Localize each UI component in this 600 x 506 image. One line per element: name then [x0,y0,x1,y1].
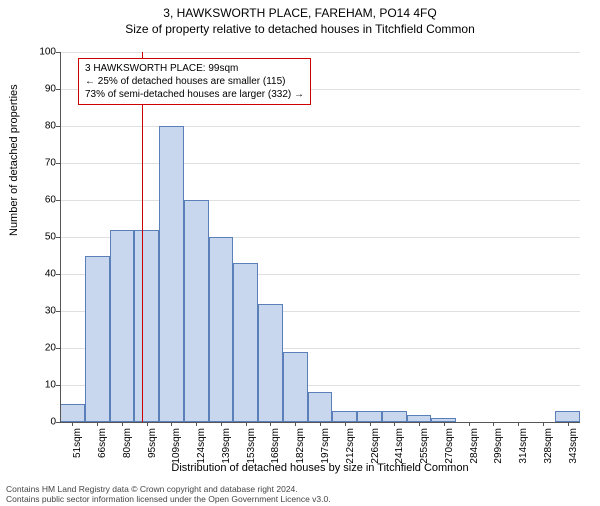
histogram-bar [233,263,258,422]
info-line-1: 3 HAWKSWORTH PLACE: 99sqm [85,62,304,75]
gridline [60,200,580,201]
histogram-bar [357,411,382,422]
histogram-bar [258,304,283,422]
page-subtitle: Size of property relative to detached ho… [0,22,600,36]
histogram-bar [407,415,432,422]
histogram-bar [382,411,407,422]
info-box: 3 HAWKSWORTH PLACE: 99sqm ← 25% of detac… [78,58,311,105]
y-tick-label: 20 [32,343,56,354]
histogram-bar [110,230,135,422]
y-tick-label: 80 [32,121,56,132]
footer-line-1: Contains HM Land Registry data © Crown c… [6,484,331,494]
histogram-bar [134,230,159,422]
histogram-bar [60,404,85,423]
histogram-bar [555,411,580,422]
y-tick-label: 40 [32,269,56,280]
gridline [60,163,580,164]
x-axis [60,422,580,423]
y-tick-label: 70 [32,158,56,169]
y-axis [60,52,61,422]
y-tick-label: 0 [32,417,56,428]
histogram-bar [85,256,110,423]
x-axis-label: Distribution of detached houses by size … [60,462,580,474]
gridline [60,126,580,127]
y-tick-label: 90 [32,84,56,95]
gridline [60,52,580,53]
histogram-bar [308,392,333,422]
footer-line-2: Contains public sector information licen… [6,494,331,504]
info-line-2: ← 25% of detached houses are smaller (11… [85,75,304,88]
y-tick-label: 10 [32,380,56,391]
histogram-plot: 010203040506070809010051sqm66sqm80sqm95s… [60,52,580,422]
y-tick-label: 100 [32,47,56,58]
histogram-bar [332,411,357,422]
page-title: 3, HAWKSWORTH PLACE, FAREHAM, PO14 4FQ [0,6,600,20]
y-tick-label: 50 [32,232,56,243]
y-tick-label: 30 [32,306,56,317]
histogram-bar [283,352,308,422]
chart-area: 010203040506070809010051sqm66sqm80sqm95s… [60,52,580,422]
info-line-3: 73% of semi-detached houses are larger (… [85,88,304,101]
histogram-bar [184,200,209,422]
property-marker-line [142,52,143,422]
y-tick-label: 60 [32,195,56,206]
y-axis-label: Number of detached properties [8,84,20,236]
footer-attribution: Contains HM Land Registry data © Crown c… [6,484,331,504]
histogram-bar [159,126,184,422]
histogram-bar [209,237,234,422]
